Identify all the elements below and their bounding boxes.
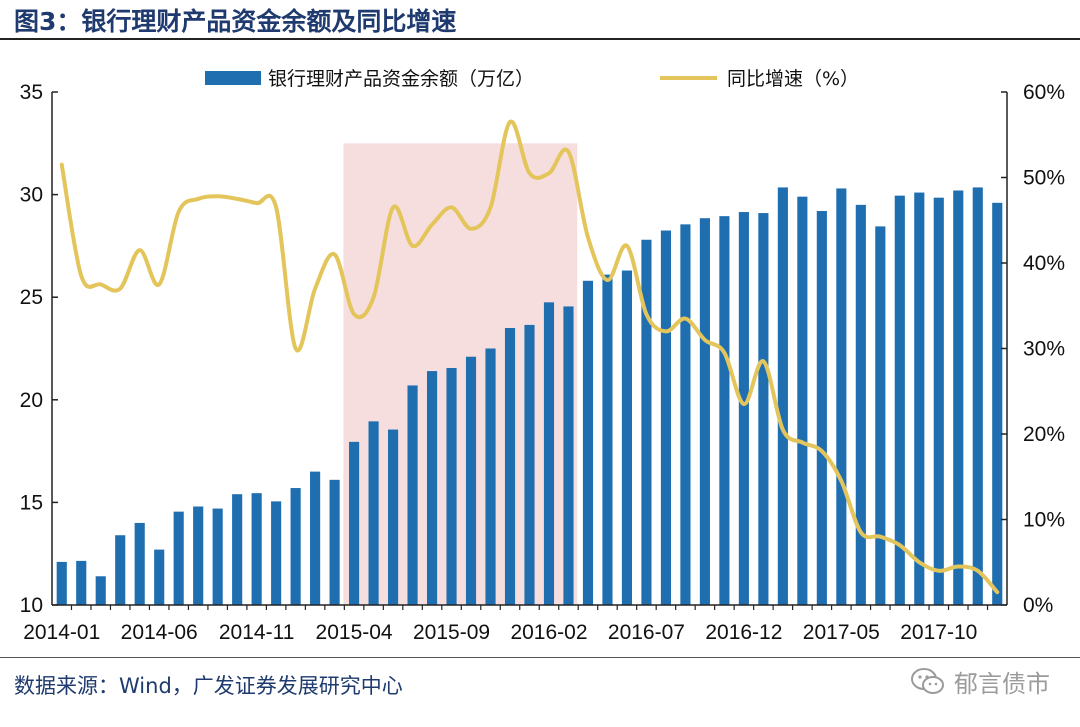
bar (777, 187, 788, 605)
bar (56, 561, 67, 605)
bar (563, 306, 574, 605)
bar (388, 429, 399, 605)
title-divider (0, 38, 1080, 40)
bar (894, 195, 905, 605)
figure-header: 图3：银行理财产品资金余额及同比增速 (0, 0, 1080, 40)
growth-rate-line (59, 119, 1000, 595)
bar (290, 488, 301, 605)
line-layer (59, 119, 1000, 595)
left-tick-label: 15 (20, 491, 43, 514)
bar (524, 324, 535, 605)
bar (699, 218, 710, 605)
right-tick-label: 20% (1023, 423, 1065, 446)
bar (602, 274, 613, 605)
legend-bar-swatch (205, 71, 261, 85)
figure-title: 图3：银行理财产品资金余额及同比增速 (14, 7, 457, 36)
bar (914, 192, 925, 605)
watermark: 郁言债市 (910, 664, 1050, 699)
x-tick-label: 2014-01 (23, 621, 100, 644)
right-tick-label: 40% (1023, 252, 1065, 275)
x-tick-label: 2014-11 (219, 621, 295, 644)
x-tick-label: 2017-05 (803, 621, 880, 644)
bar (446, 367, 457, 605)
bar (621, 270, 633, 605)
watermark-text: 郁言债市 (954, 670, 1050, 698)
x-tick-label: 2015-09 (413, 621, 490, 644)
right-tick-label: 50% (1023, 167, 1065, 190)
bar (368, 421, 379, 605)
bar (271, 501, 282, 605)
bar (232, 494, 243, 605)
left-tick-label: 10 (20, 594, 43, 617)
x-tick-label: 2016-02 (510, 621, 587, 644)
wechat-icon (911, 667, 944, 694)
bar (485, 348, 496, 605)
left-tick-label: 30 (20, 184, 43, 207)
bar (933, 197, 944, 606)
legend-bar-label: 银行理财产品资金余额（万亿） (268, 68, 534, 90)
x-tick-label: 2014-06 (121, 621, 198, 644)
bar (407, 385, 418, 605)
bar (134, 522, 145, 605)
footer-divider (0, 657, 1080, 658)
bar (582, 280, 594, 605)
bar (680, 224, 691, 605)
bar (660, 230, 671, 605)
bar (738, 212, 749, 606)
bar (953, 190, 964, 605)
bar (173, 511, 184, 605)
bar (349, 441, 360, 605)
right-tick-label: 0% (1023, 594, 1053, 617)
bar (875, 226, 886, 605)
chart: 10 15 20 25 30 35 0% 10% 20% 30% 40% 50% 60% 2014-01 2… (20, 68, 1065, 644)
bar (193, 506, 204, 605)
bar (465, 356, 477, 605)
bar (992, 202, 1003, 606)
bar (758, 213, 769, 605)
bar (855, 204, 866, 606)
bar (797, 196, 808, 606)
bar (154, 549, 165, 605)
right-tick-label: 10% (1023, 509, 1065, 532)
legend-line-label: 同比增速（%） (727, 68, 859, 90)
bar (310, 471, 321, 605)
right-tick-label: 60% (1023, 81, 1065, 104)
x-tick-label: 2017-10 (900, 621, 977, 644)
left-tick-label: 20 (20, 389, 43, 412)
x-tick-label: 2016-07 (608, 621, 685, 644)
bars-layer (56, 187, 1003, 606)
bar (76, 560, 87, 605)
bar (251, 493, 262, 605)
bar (972, 187, 983, 605)
legend: 银行理财产品资金余额（万亿） 同比增速（%） (205, 68, 859, 90)
bar (426, 371, 438, 605)
bar (641, 239, 652, 605)
bar (504, 327, 516, 605)
bar (836, 188, 847, 605)
left-tick-label: 35 (20, 81, 43, 104)
x-tick-label: 2015-04 (316, 621, 393, 644)
bar (95, 576, 106, 605)
bar (115, 535, 126, 605)
source-note: 数据来源：Wind，广发证券发展研究中心 (14, 674, 403, 698)
left-tick-label: 25 (20, 286, 43, 309)
right-tick-label: 30% (1023, 338, 1065, 361)
x-tick-label: 2016-12 (705, 621, 782, 644)
axes-layer: 10 15 20 25 30 35 0% 10% 20% 30% 40% 50% 60% 2014-01 2… (20, 81, 1065, 644)
bar (543, 302, 555, 605)
bar (719, 216, 730, 605)
bar (212, 508, 223, 605)
bar (816, 211, 827, 606)
bar (329, 479, 340, 605)
